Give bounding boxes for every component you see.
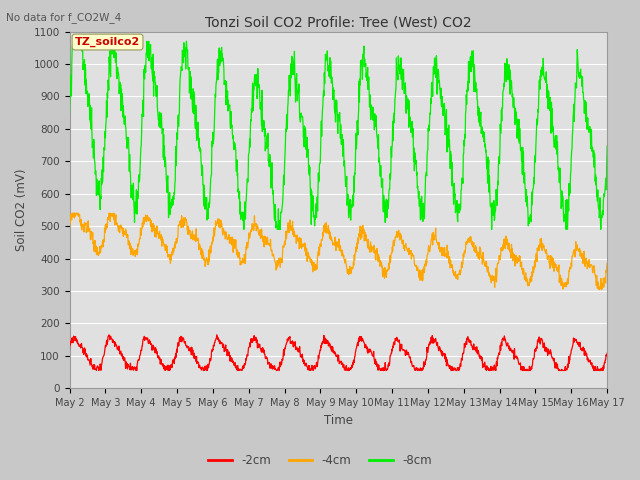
Title: Tonzi Soil CO2 Profile: Tree (West) CO2: Tonzi Soil CO2 Profile: Tree (West) CO2 (205, 15, 472, 29)
Legend: -2cm, -4cm, -8cm: -2cm, -4cm, -8cm (204, 449, 436, 472)
Text: TZ_soilco2: TZ_soilco2 (75, 37, 140, 47)
Y-axis label: Soil CO2 (mV): Soil CO2 (mV) (15, 168, 28, 251)
X-axis label: Time: Time (324, 414, 353, 427)
Text: No data for f_CO2W_4: No data for f_CO2W_4 (6, 12, 122, 23)
